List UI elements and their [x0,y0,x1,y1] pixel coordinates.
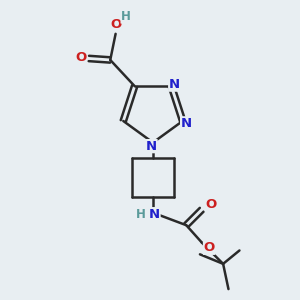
Text: O: O [203,241,215,254]
Text: N: N [169,78,180,91]
Text: H: H [136,208,146,221]
Text: N: N [149,208,160,221]
Text: O: O [205,198,216,211]
Text: O: O [75,51,86,64]
Text: N: N [181,117,192,130]
Text: H: H [121,10,131,23]
Text: O: O [111,18,122,32]
Text: N: N [146,140,157,153]
